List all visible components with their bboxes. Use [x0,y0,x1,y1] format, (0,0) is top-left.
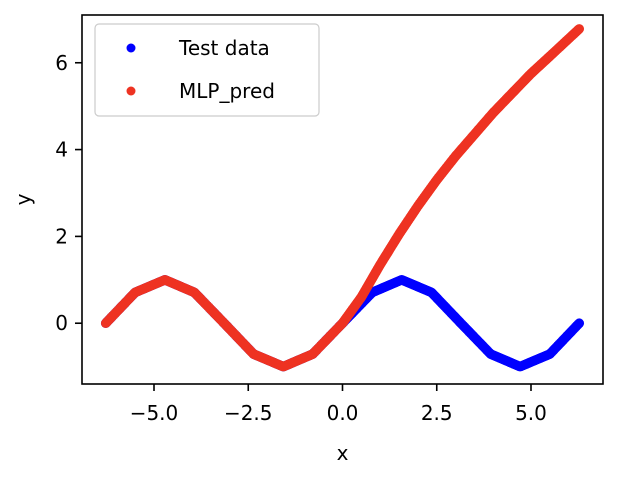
series-layer [100,24,585,372]
y-tick-label: 4 [55,138,68,162]
ticks-layer: −5.0 −2.5 0.0 2.5 5.0 0 2 4 6 [55,51,547,425]
y-tick-label: 0 [55,311,68,335]
series-mlp-pred [100,24,585,372]
y-tick-label: 6 [55,51,68,75]
x-tick-label: 0.0 [327,401,359,425]
x-tick-label: 5.0 [515,401,547,425]
legend-marker-mlp-pred [126,86,136,96]
x-tick-label: −5.0 [130,401,179,425]
legend-box [94,23,320,117]
x-tick-label: −2.5 [224,401,273,425]
y-axis-label: y [11,193,35,205]
legend-label-test-data: Test data [178,36,270,60]
data-point [574,24,585,34]
y-tick-label: 2 [55,224,68,248]
legend-label-mlp-pred: MLP_pred [179,79,275,103]
legend: Test data MLP_pred [94,23,320,117]
data-point [574,318,585,329]
x-axis-label: x [337,441,349,465]
legend-marker-test-data [126,43,136,53]
x-tick-label: 2.5 [421,401,453,425]
